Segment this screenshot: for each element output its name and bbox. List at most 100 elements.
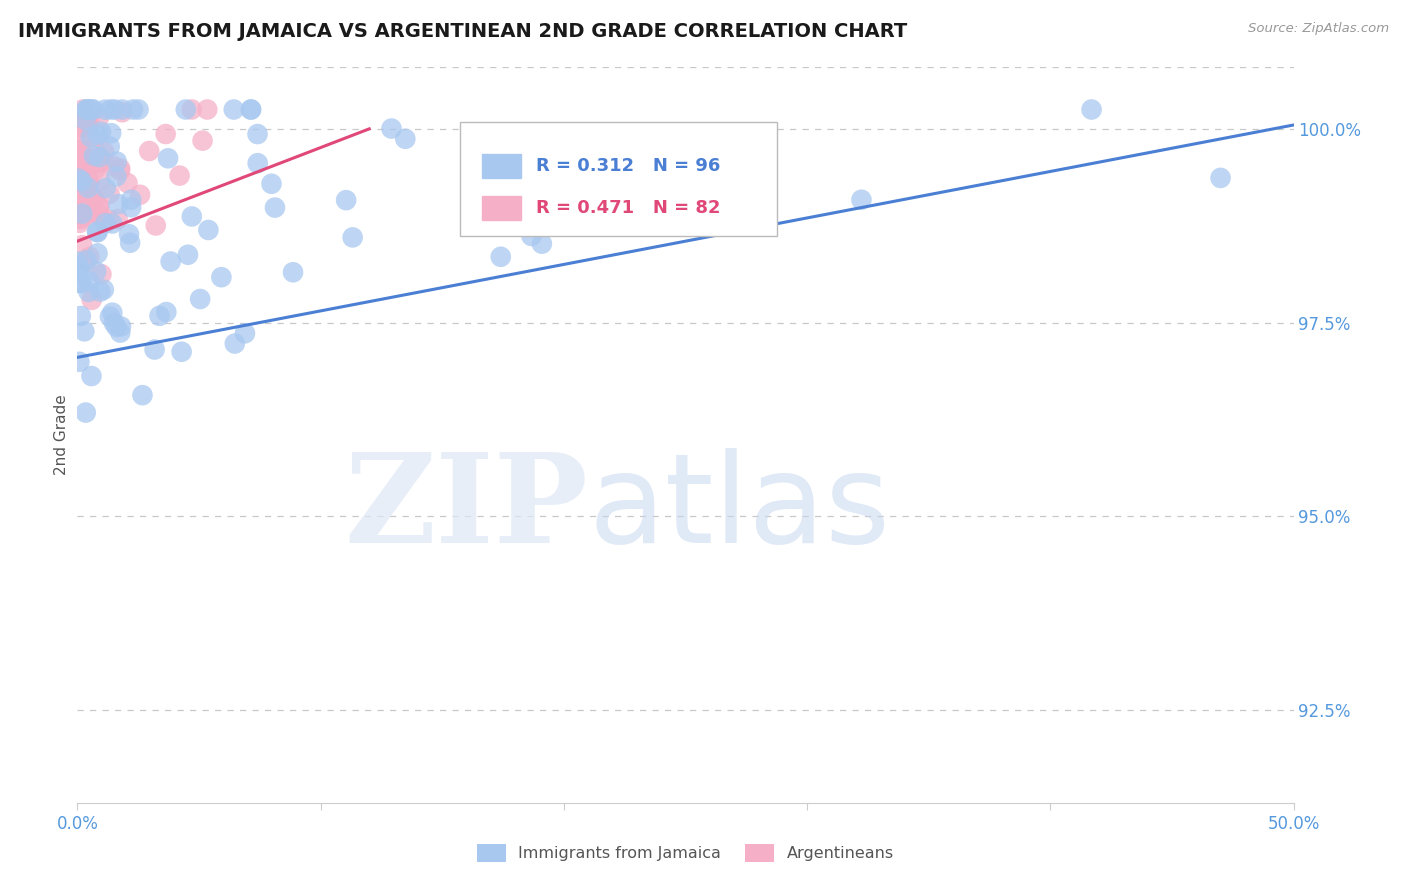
Point [77, 175, 100, 189]
Point [86, 246, 108, 260]
Point [69, 169, 91, 184]
Point [89, 173, 111, 187]
Point [79, 114, 101, 128]
Point [84, 162, 107, 177]
Point [69, 211, 91, 225]
Point [76, 112, 98, 127]
Point [89, 200, 111, 214]
Point [77, 285, 100, 299]
Point [69, 150, 91, 164]
Point [69, 144, 91, 158]
Point [489, 250, 512, 264]
Point [83, 190, 105, 204]
Point [148, 309, 170, 323]
Point [69, 200, 91, 214]
Point [69, 205, 91, 219]
Point [75, 120, 97, 135]
Point [104, 103, 127, 117]
Point [191, 134, 214, 148]
Point [80, 103, 103, 117]
Point [94, 181, 117, 195]
Point [73, 208, 96, 222]
Point [520, 229, 543, 244]
Point [128, 103, 150, 117]
Point [100, 126, 122, 140]
Point [80, 205, 103, 219]
Point [70, 212, 93, 227]
Point [188, 292, 211, 306]
Point [110, 319, 132, 334]
Point [67, 276, 90, 290]
Point [73, 198, 96, 212]
Point [70, 238, 93, 252]
Point [66, 147, 89, 161]
Point [89, 150, 111, 164]
Text: R = 0.312   N = 96: R = 0.312 N = 96 [536, 157, 720, 175]
Point [72, 166, 94, 180]
Point [72, 174, 94, 188]
Point [260, 177, 283, 191]
Text: IMMIGRANTS FROM JAMAICA VS ARGENTINEAN 2ND GRADE CORRELATION CHART: IMMIGRANTS FROM JAMAICA VS ARGENTINEAN 2… [18, 22, 907, 41]
Point [246, 127, 269, 141]
Bar [482, 154, 522, 178]
Point [69, 216, 91, 230]
Point [174, 103, 197, 117]
Point [66, 191, 89, 205]
Point [111, 105, 134, 120]
Point [69, 177, 91, 191]
Point [111, 103, 134, 117]
Point [120, 193, 142, 207]
Point [75, 255, 97, 269]
Point [506, 174, 529, 188]
Point [75, 206, 97, 220]
Point [72, 107, 94, 121]
Text: Source: ZipAtlas.com: Source: ZipAtlas.com [1249, 22, 1389, 36]
Point [90, 267, 112, 281]
Point [76, 190, 98, 204]
Point [155, 305, 177, 319]
Point [82, 103, 104, 117]
Point [118, 227, 141, 242]
Point [75, 112, 97, 127]
Point [72, 178, 94, 192]
Point [72, 207, 94, 221]
Point [69, 309, 91, 323]
Point [335, 193, 357, 207]
Point [502, 156, 524, 170]
Point [80, 130, 103, 145]
Point [67, 355, 90, 369]
Point [76, 206, 98, 220]
Point [86, 225, 108, 239]
Point [69, 195, 91, 210]
Point [93, 154, 115, 169]
Point [155, 127, 177, 141]
Point [87, 155, 110, 169]
Point [77, 181, 100, 195]
Text: atlas: atlas [588, 448, 890, 569]
Point [66, 143, 89, 157]
Point [73, 157, 96, 171]
Point [77, 174, 100, 188]
Point [100, 103, 122, 117]
Point [75, 406, 97, 420]
Point [342, 230, 364, 244]
Point [120, 200, 142, 214]
Point [1080, 103, 1102, 117]
Point [70, 181, 93, 195]
Point [67, 120, 90, 135]
Point [101, 217, 124, 231]
Point [76, 152, 98, 166]
Point [110, 326, 132, 340]
Point [131, 388, 153, 402]
Point [75, 130, 97, 145]
Point [70, 276, 93, 290]
Point [73, 172, 96, 186]
Point [555, 202, 578, 217]
Point [70, 174, 93, 188]
Point [83, 149, 105, 163]
Point [380, 121, 402, 136]
Point [246, 156, 269, 170]
Point [72, 103, 94, 117]
Point [75, 103, 97, 117]
Point [177, 248, 200, 262]
